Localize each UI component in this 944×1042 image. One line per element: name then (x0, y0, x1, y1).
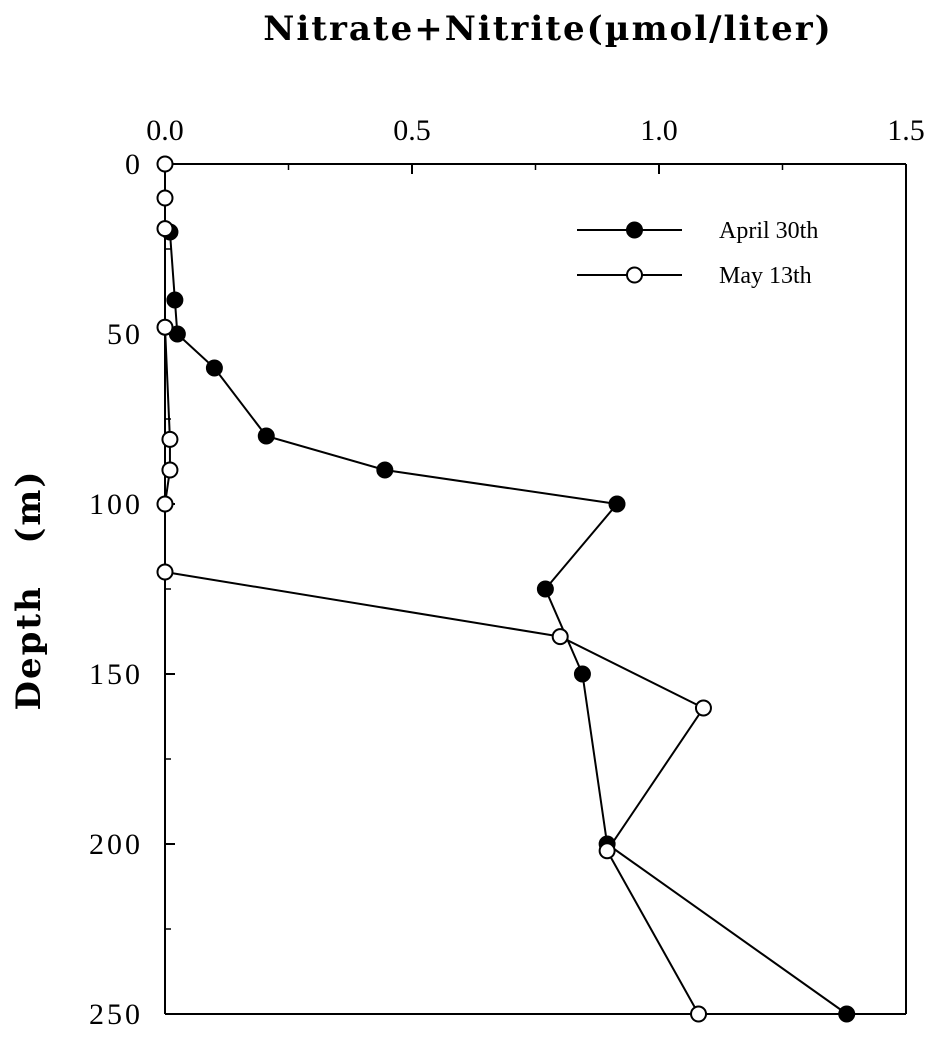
series-line-may-13th (164, 164, 705, 1015)
y-tick-label: 50 (107, 318, 143, 351)
filled-data-point (166, 291, 184, 309)
chart-title: Nitrate+Nitrite(µmol/liter) (263, 9, 832, 49)
open-data-point (156, 563, 174, 581)
filled-data-point (608, 495, 626, 513)
filled-data-point (376, 461, 394, 479)
open-data-point (156, 220, 174, 238)
open-data-point (156, 318, 174, 336)
x-tick-label: 1.5 (887, 114, 925, 147)
y-axis-ticks: 0 50 100 150 200 250 (89, 148, 175, 1031)
open-data-point (161, 430, 179, 448)
legend: April 30th May 13th (577, 218, 818, 289)
open-data-point (551, 628, 569, 646)
open-data-point (598, 842, 616, 860)
x-axis-ticks: 0.0 0.5 1.0 1.5 (146, 114, 925, 174)
filled-data-point (573, 665, 591, 683)
x-tick-label: 0.0 (146, 114, 184, 147)
y-tick-label: 100 (89, 488, 143, 521)
legend-marker (626, 266, 643, 284)
open-data-point (156, 155, 174, 173)
y-tick-label: 0 (125, 148, 143, 181)
open-data-point (694, 699, 712, 717)
y-tick-label: 250 (89, 998, 143, 1031)
open-data-point (161, 461, 179, 479)
filled-data-point (536, 580, 554, 598)
legend-label: April 30th (719, 218, 818, 244)
x-tick-label: 0.5 (393, 114, 431, 147)
open-data-point (690, 1005, 708, 1023)
filled-data-point (838, 1005, 856, 1023)
open-data-point (156, 495, 174, 513)
legend-label: May 13th (719, 263, 812, 289)
plot-axes (164, 163, 907, 1015)
filled-data-point (205, 359, 223, 377)
filled-data-point (257, 427, 275, 445)
open-data-point (156, 189, 174, 207)
y-tick-label: 150 (89, 658, 143, 691)
x-tick-label: 1.0 (640, 114, 678, 147)
series-layer (156, 155, 856, 1023)
y-axis-label: Depth (m) (9, 470, 49, 711)
series-line-april-30th (168, 231, 848, 1015)
legend-marker (626, 221, 643, 239)
y-tick-label: 200 (89, 828, 143, 861)
